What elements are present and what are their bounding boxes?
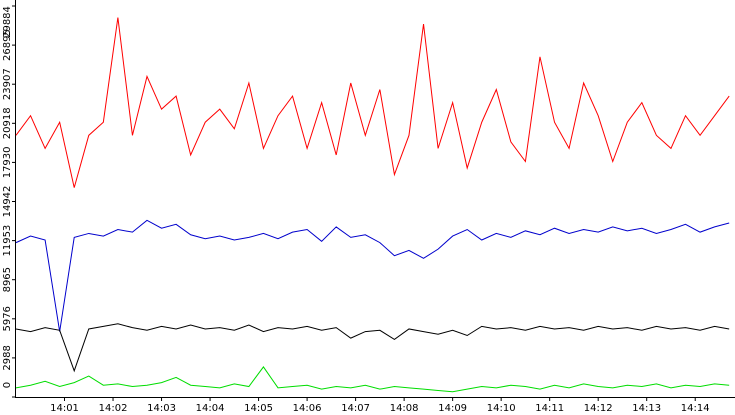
y-tick-label: 17930 [2, 146, 13, 178]
y-tick-label: 23907 [2, 68, 13, 100]
x-tick-label: 14:07 [341, 403, 370, 414]
x-tick-label: 14:14 [681, 403, 710, 414]
x-tick-label: 14:10 [487, 403, 516, 414]
x-tick-label: 14:09 [438, 403, 467, 414]
y-tick-label: 14942 [2, 186, 13, 218]
x-tick-label: 14:05 [244, 403, 273, 414]
series-line [15, 219, 730, 332]
x-tick-label: 14:04 [196, 403, 225, 414]
y-tick-label: 11953 [2, 225, 13, 257]
x-tick-label: 14:08 [390, 403, 419, 414]
series-line [15, 366, 730, 393]
y-tick-label: 26895 [2, 29, 13, 61]
x-tick-label: 14:12 [584, 403, 613, 414]
y-tick-label: 8965 [2, 267, 13, 292]
y-tick-label: 20918 [2, 107, 13, 139]
x-tick-label: 14:06 [293, 403, 322, 414]
series-line [15, 17, 730, 188]
plot-area [16, 0, 735, 397]
y-tick-label: 0 [2, 382, 13, 388]
series-line [15, 323, 730, 373]
y-tick-label: 5976 [2, 306, 13, 331]
x-tick-label: 14:13 [632, 403, 661, 414]
x-tick-label: 14:03 [147, 403, 176, 414]
x-tick-label: 14:01 [50, 403, 79, 414]
y-tick-label: 2988 [2, 345, 13, 370]
x-tick-label: 14:11 [535, 403, 564, 414]
x-tick-label: 14:02 [99, 403, 128, 414]
y-tick-label: 29884 [2, 6, 13, 38]
